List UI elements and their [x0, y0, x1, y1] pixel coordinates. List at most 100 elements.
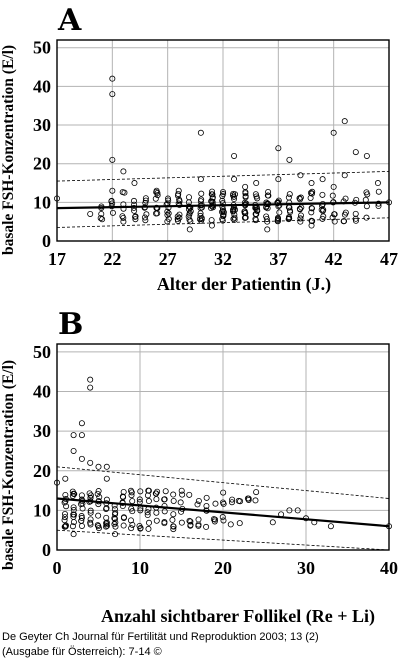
panel-a-y-tick-label: 50: [33, 38, 51, 58]
panel-b-y-tick-label: 40: [33, 382, 51, 402]
panel-a-y-tick-label: 20: [33, 154, 51, 174]
panel-a-point: [187, 218, 194, 225]
panel-b-point: [70, 531, 77, 538]
panel-a-point: [341, 118, 348, 125]
panel-a-point: [297, 196, 304, 203]
panel-a-x-tick-label: 17: [48, 249, 66, 269]
panel-a-point: [374, 180, 381, 187]
panel-b-point: [244, 495, 251, 502]
panel-b-point: [162, 488, 169, 495]
panel-a-point: [141, 214, 148, 221]
panel-b-point: [61, 517, 68, 524]
panel-a-point: [318, 206, 325, 213]
panel-b-point: [286, 507, 293, 514]
panel-a-point: [352, 215, 359, 222]
panel-b-upper-band: [56, 466, 390, 499]
panel-a-point: [330, 199, 337, 206]
panel-b-y-tick-label: 10: [33, 500, 51, 520]
panel-b-point: [144, 509, 151, 516]
panel-a-point: [165, 204, 172, 211]
panel-a-fit: [56, 201, 390, 210]
panel-b-point: [128, 525, 135, 532]
panel-a-x-title: Alter der Patientin (J.): [157, 274, 331, 295]
panel-b-point: [70, 507, 77, 514]
panel-a-point: [132, 213, 139, 220]
panel-b-point: [144, 492, 151, 499]
panel-b-point: [127, 487, 134, 494]
panel-a-upper-band: [56, 171, 390, 182]
panel-b-point: [103, 523, 110, 530]
panel-b-point: [210, 516, 217, 523]
panel-a-point: [109, 209, 116, 216]
panel-b-point: [195, 497, 202, 504]
panel-a-point: [309, 218, 316, 225]
panel-a: A 17 22 27 32 37 42 47 0 10 20 30 40 50 Alter der P…: [0, 3, 398, 295]
panel-b-point: [253, 489, 260, 496]
panel-b-fit: [56, 497, 390, 528]
panel-b-points: [54, 376, 392, 538]
panel-a-point: [209, 188, 216, 195]
panel-a-point: [208, 222, 215, 229]
panel-a-point: [209, 195, 216, 202]
panel-a-point: [375, 188, 382, 195]
panel-a-point: [152, 195, 159, 202]
panel-b-point: [70, 511, 77, 518]
panel-b-point: [103, 475, 110, 482]
panel-a-point: [285, 194, 292, 201]
panel-a-point: [264, 192, 271, 199]
panel-b-point: [128, 505, 135, 512]
panel-a-x-tick-label: 27: [159, 249, 177, 269]
panel-b-point: [219, 499, 226, 506]
panel-a-point: [308, 190, 315, 197]
panel-b-point: [111, 506, 118, 513]
panel-a-point: [363, 214, 370, 221]
panel-b-point: [96, 494, 103, 501]
panel-a-point: [153, 187, 160, 194]
panel-a-point: [197, 129, 204, 136]
panel-b-point: [170, 523, 177, 530]
panel-b-point: [111, 521, 118, 528]
panel-b-point: [229, 496, 236, 503]
panel-b-point: [78, 455, 85, 462]
panel-a-fit-line: [56, 201, 390, 210]
panel-b-point: [87, 507, 94, 514]
panel-b-x-title: Anzahl sichtbarer Follikel (Re + Li): [101, 606, 375, 627]
panel-a-point: [208, 198, 215, 205]
panel-a-point: [187, 208, 194, 215]
panel-b-point: [69, 523, 76, 530]
panel-a-point: [109, 75, 116, 82]
panel-b-point: [78, 432, 85, 439]
panel-a-point: [264, 226, 271, 233]
panel-b: B 0 10 20 30 40 0 10 20 30 40 50 Anzahl sichtbare…: [0, 307, 398, 627]
panel-b-point: [170, 491, 177, 498]
panel-a-point: [286, 191, 293, 198]
panel-a-point: [197, 176, 204, 183]
panel-b-point: [220, 489, 227, 496]
panel-a-point: [308, 209, 315, 216]
panel-a-point: [230, 208, 237, 215]
panel-a-point: [329, 192, 336, 199]
panel-a-point: [109, 91, 116, 98]
panel-a-point: [241, 208, 248, 215]
panel-b-point: [137, 525, 144, 532]
panel-a-y-tick-label: 10: [33, 192, 51, 212]
panel-a-point: [309, 188, 316, 195]
panel-b-point: [169, 516, 176, 523]
panel-a-point: [154, 210, 161, 217]
panel-b-point: [62, 475, 69, 482]
panel-b-letter: B: [58, 307, 83, 342]
panel-a-point: [176, 198, 183, 205]
panel-a-point: [131, 207, 138, 214]
panel-a-point: [286, 215, 293, 222]
panel-b-point: [128, 492, 135, 499]
panel-a-point: [174, 213, 181, 220]
panel-a-point: [296, 206, 303, 213]
panel-a-y-tick-label: 0: [42, 231, 51, 251]
panel-b-point: [112, 531, 119, 538]
panel-a-point: [231, 214, 238, 221]
panel-a-point: [131, 180, 138, 187]
panel-a-point: [165, 215, 172, 222]
panel-a-point: [275, 176, 282, 183]
panel-b-point: [87, 509, 94, 516]
